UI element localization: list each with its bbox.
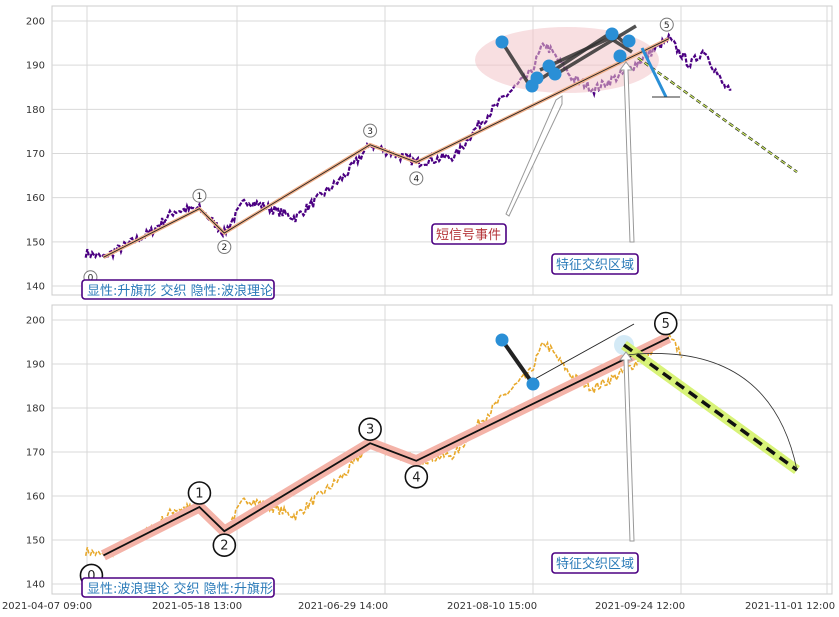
flag-line-4 — [609, 36, 633, 54]
y-tick-label-150: 150 — [26, 237, 45, 248]
flag-upper-line — [532, 323, 635, 381]
top-legend-text: 显性:升旗形 交织 隐性:波浪理论 — [87, 283, 273, 299]
top-feature-region-text: 特征交织区域 — [556, 257, 634, 273]
signal-dot-1 — [526, 377, 540, 391]
wave-zigzag — [102, 336, 670, 557]
y-tick-label-190: 190 — [26, 61, 45, 72]
x-tick-label-4: 2021-09-24 12:00 — [595, 601, 685, 612]
flag-pole-line — [500, 338, 535, 386]
wave-label-2: 2 — [221, 243, 227, 253]
wave-marker-5 — [653, 311, 678, 336]
wave-label-0: 0 — [88, 273, 94, 283]
wave-label-5: 5 — [664, 21, 670, 31]
signal-dot-0 — [495, 35, 509, 49]
signal-dot-2 — [530, 71, 544, 85]
y-tick-label-180: 180 — [26, 404, 45, 415]
flag-line-3 — [552, 24, 637, 78]
wave-marker-1 — [192, 188, 207, 203]
y-tick-label-180: 180 — [26, 105, 45, 116]
signal-dot-4 — [548, 67, 562, 81]
signal-dot-0 — [495, 333, 509, 347]
y-tick-label-200: 200 — [26, 17, 45, 28]
wave-marker-2 — [212, 533, 237, 558]
x-tick-label-2: 2021-06-29 14:00 — [298, 601, 388, 612]
x-tick-label-0: 2021-04-07 09:00 — [2, 601, 92, 612]
top-short-signal-text: 短信号事件 — [436, 228, 501, 243]
signal-dot-5 — [605, 27, 619, 41]
bottom-pattern-overlays — [100, 323, 800, 561]
wave-label-4: 4 — [412, 470, 420, 485]
y-tick-label-160: 160 — [26, 193, 45, 204]
wave-zigzag — [103, 38, 669, 258]
y-tick-label-190: 190 — [26, 360, 45, 371]
wave-marker-5 — [659, 17, 674, 32]
flag-line-0 — [500, 41, 532, 87]
bottom-legend-text: 显性:波浪理论 交织 隐性:升旗形 — [87, 581, 273, 597]
projection-line — [637, 57, 798, 173]
wave-label-3: 3 — [367, 127, 373, 137]
projection-line — [622, 343, 799, 472]
x-tick-label-3: 2021-08-10 15:00 — [447, 601, 537, 612]
x-tick-label-1: 2021-05-18 13:00 — [152, 601, 242, 612]
bottom-y-tick-labels: 140 150 160 170 180 190 200 — [26, 316, 45, 591]
wave-marker-3 — [363, 123, 378, 138]
signal-dot-7 — [622, 34, 636, 48]
wave-label-1: 1 — [197, 192, 203, 202]
arrow-short-signal — [505, 95, 563, 217]
wave-label-2: 2 — [220, 539, 228, 554]
y-tick-label-140: 140 — [26, 580, 45, 591]
wave-marker-4 — [409, 171, 424, 186]
bottom-legend-box: 显性:波浪理论 交织 隐性:升旗形 — [81, 577, 275, 598]
flag-line-1 — [529, 30, 613, 88]
wave-label-3: 3 — [366, 423, 374, 438]
bottom-feature-region-box: 特征交织区域 — [551, 552, 639, 574]
wave-marker-4 — [404, 464, 429, 489]
x-tick-label-5: 2021-11-01 12:00 — [745, 601, 835, 612]
top-y-tick-labels: 140 150 160 170 180 190 200 — [26, 17, 45, 293]
projection-short-segment — [640, 47, 668, 98]
y-tick-label-200: 200 — [26, 316, 45, 327]
signal-dot-6 — [613, 49, 627, 63]
top-short-signal-box: 短信号事件 — [431, 223, 507, 245]
top-pattern-overlays — [102, 24, 798, 259]
y-tick-label-170: 170 — [26, 149, 45, 160]
wave-marker-2 — [217, 240, 232, 254]
y-tick-label-160: 160 — [26, 492, 45, 503]
wave-marker-3 — [358, 417, 382, 442]
y-tick-label-140: 140 — [26, 282, 45, 293]
wave-marker-1 — [187, 481, 212, 505]
wave-label-4: 4 — [413, 175, 419, 185]
bottom-wave-labels: 0 1 2 3 4 5 — [79, 311, 678, 588]
projection-arc — [625, 353, 798, 471]
bottom-feature-region-text: 特征交织区域 — [556, 556, 634, 572]
top-feature-region-box: 特征交织区域 — [551, 253, 639, 275]
y-tick-label-150: 150 — [26, 536, 45, 547]
top-legend-box: 显性:升旗形 交织 隐性:波浪理论 — [81, 279, 275, 300]
arrow-feature-region — [619, 351, 635, 542]
wave-label-5: 5 — [662, 317, 670, 332]
wave-label-1: 1 — [195, 487, 203, 502]
y-tick-label-170: 170 — [26, 448, 45, 459]
wave-label-0: 0 — [87, 569, 95, 584]
arrow-feature-region — [619, 61, 635, 243]
